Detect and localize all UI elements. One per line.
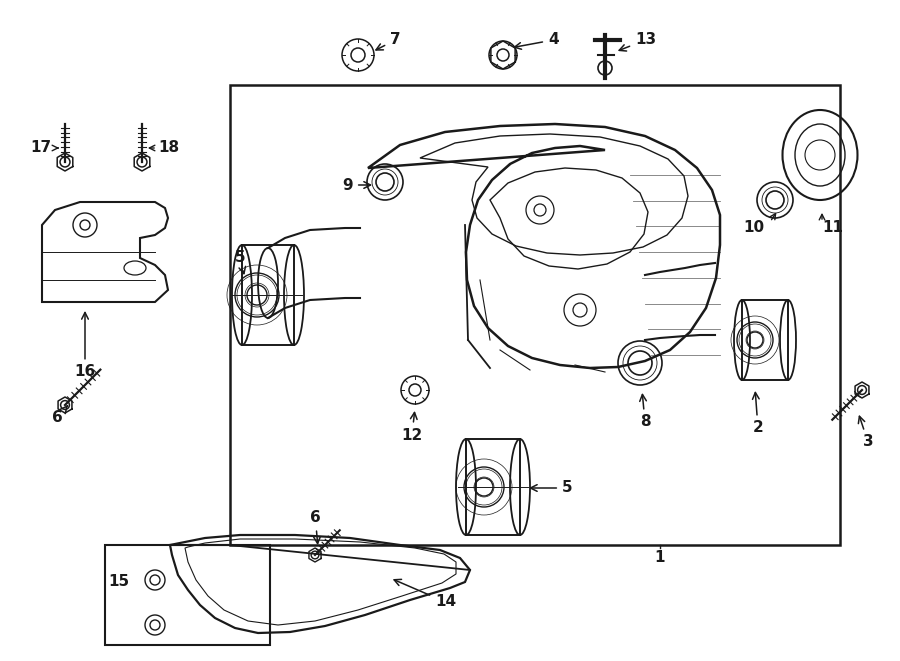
Text: 3: 3 bbox=[859, 416, 873, 449]
Text: 6: 6 bbox=[52, 406, 68, 426]
Text: 5: 5 bbox=[235, 251, 246, 274]
Text: 16: 16 bbox=[75, 313, 95, 379]
Text: 8: 8 bbox=[640, 395, 651, 430]
Text: 9: 9 bbox=[342, 178, 371, 192]
Text: 10: 10 bbox=[742, 221, 764, 235]
Text: 7: 7 bbox=[376, 32, 400, 50]
Text: 5: 5 bbox=[530, 481, 572, 496]
Text: 14: 14 bbox=[394, 579, 456, 609]
Text: 15: 15 bbox=[108, 574, 129, 590]
Text: 12: 12 bbox=[401, 412, 423, 442]
Text: 11: 11 bbox=[822, 221, 843, 235]
Text: 1: 1 bbox=[655, 551, 665, 566]
Text: 6: 6 bbox=[310, 510, 320, 543]
Text: 4: 4 bbox=[515, 32, 559, 50]
Text: 13: 13 bbox=[619, 32, 656, 51]
Text: 18: 18 bbox=[158, 141, 179, 155]
Text: 17: 17 bbox=[30, 141, 51, 155]
Text: 2: 2 bbox=[752, 393, 763, 436]
